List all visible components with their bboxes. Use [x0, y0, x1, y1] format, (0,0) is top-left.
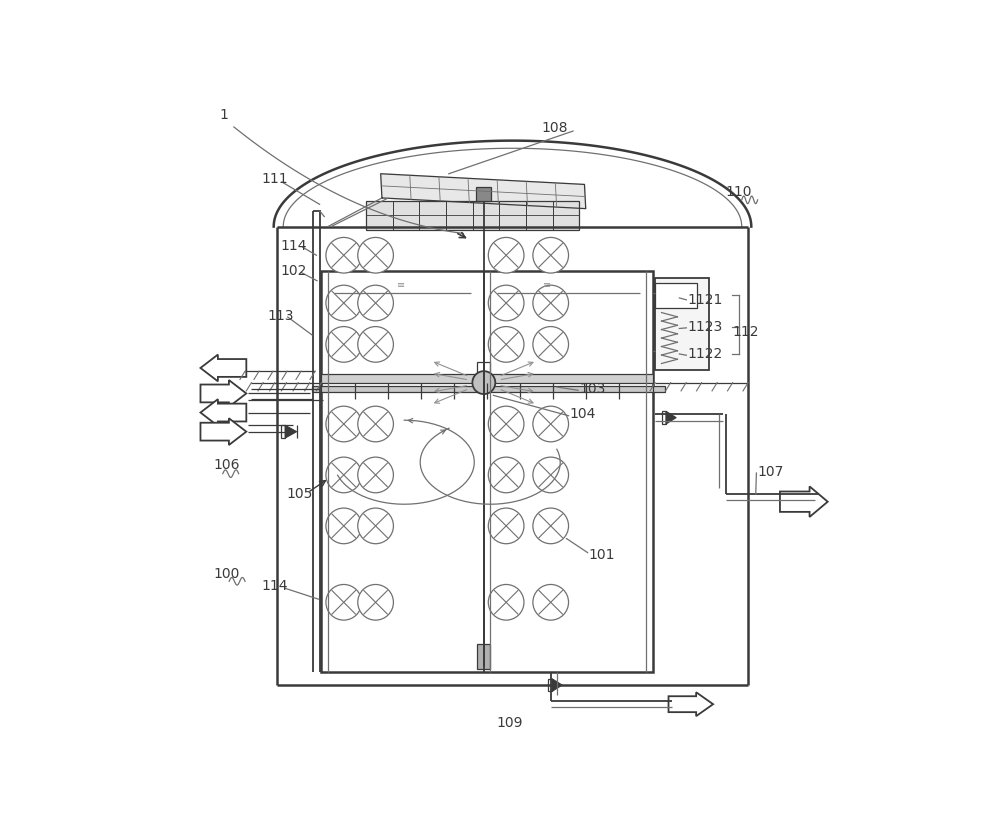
Circle shape: [326, 508, 362, 543]
Bar: [548, 679, 552, 691]
Text: 111: 111: [261, 172, 288, 186]
Circle shape: [533, 457, 569, 493]
Circle shape: [358, 237, 393, 273]
Circle shape: [358, 285, 393, 321]
Circle shape: [488, 508, 524, 543]
Polygon shape: [200, 399, 246, 426]
Text: 109: 109: [497, 716, 523, 730]
Circle shape: [326, 585, 362, 620]
Text: 104: 104: [570, 408, 596, 422]
Circle shape: [488, 406, 524, 442]
Polygon shape: [285, 425, 297, 438]
Text: 1123: 1123: [688, 319, 723, 333]
Text: 101: 101: [589, 547, 615, 562]
Text: 1122: 1122: [688, 347, 723, 361]
Circle shape: [326, 285, 362, 321]
Circle shape: [533, 237, 569, 273]
Bar: [476, 187, 491, 201]
Text: 103: 103: [579, 382, 606, 396]
Bar: [281, 425, 285, 438]
Polygon shape: [666, 411, 676, 424]
Text: 112: 112: [732, 325, 759, 339]
Circle shape: [488, 285, 524, 321]
Polygon shape: [381, 174, 586, 208]
Bar: [366, 201, 579, 230]
Text: 106: 106: [213, 458, 240, 472]
Text: 113: 113: [267, 308, 294, 323]
Polygon shape: [669, 692, 713, 716]
Text: 105: 105: [286, 487, 313, 501]
Circle shape: [326, 327, 362, 362]
Circle shape: [358, 406, 393, 442]
Circle shape: [533, 585, 569, 620]
Bar: [655, 278, 709, 370]
Text: ≡: ≡: [397, 280, 405, 290]
Text: 102: 102: [280, 264, 306, 278]
Circle shape: [472, 371, 495, 394]
Text: 107: 107: [758, 465, 784, 479]
Circle shape: [488, 457, 524, 493]
Text: 1: 1: [220, 108, 228, 122]
Circle shape: [358, 508, 393, 543]
Text: 114: 114: [280, 239, 307, 253]
Bar: [312, 385, 665, 392]
Polygon shape: [780, 486, 828, 517]
Bar: [321, 375, 653, 383]
Text: 1121: 1121: [688, 293, 723, 307]
Circle shape: [358, 457, 393, 493]
Circle shape: [488, 585, 524, 620]
Circle shape: [533, 285, 569, 321]
Text: 110: 110: [726, 184, 752, 198]
Polygon shape: [552, 679, 562, 691]
Bar: [655, 283, 697, 308]
Text: 100: 100: [213, 566, 240, 581]
Polygon shape: [200, 380, 246, 407]
Circle shape: [533, 327, 569, 362]
Text: 114: 114: [261, 580, 287, 594]
Text: ≡: ≡: [543, 280, 552, 290]
Bar: [477, 643, 490, 669]
Polygon shape: [200, 418, 246, 445]
Circle shape: [533, 508, 569, 543]
Circle shape: [326, 406, 362, 442]
Bar: [662, 411, 666, 424]
Bar: [477, 362, 490, 376]
Circle shape: [326, 237, 362, 273]
Circle shape: [358, 585, 393, 620]
Circle shape: [533, 406, 569, 442]
Circle shape: [488, 237, 524, 273]
Circle shape: [488, 327, 524, 362]
Circle shape: [326, 457, 362, 493]
Text: 108: 108: [541, 121, 568, 135]
Bar: [321, 271, 653, 672]
Polygon shape: [200, 355, 246, 381]
Circle shape: [358, 327, 393, 362]
